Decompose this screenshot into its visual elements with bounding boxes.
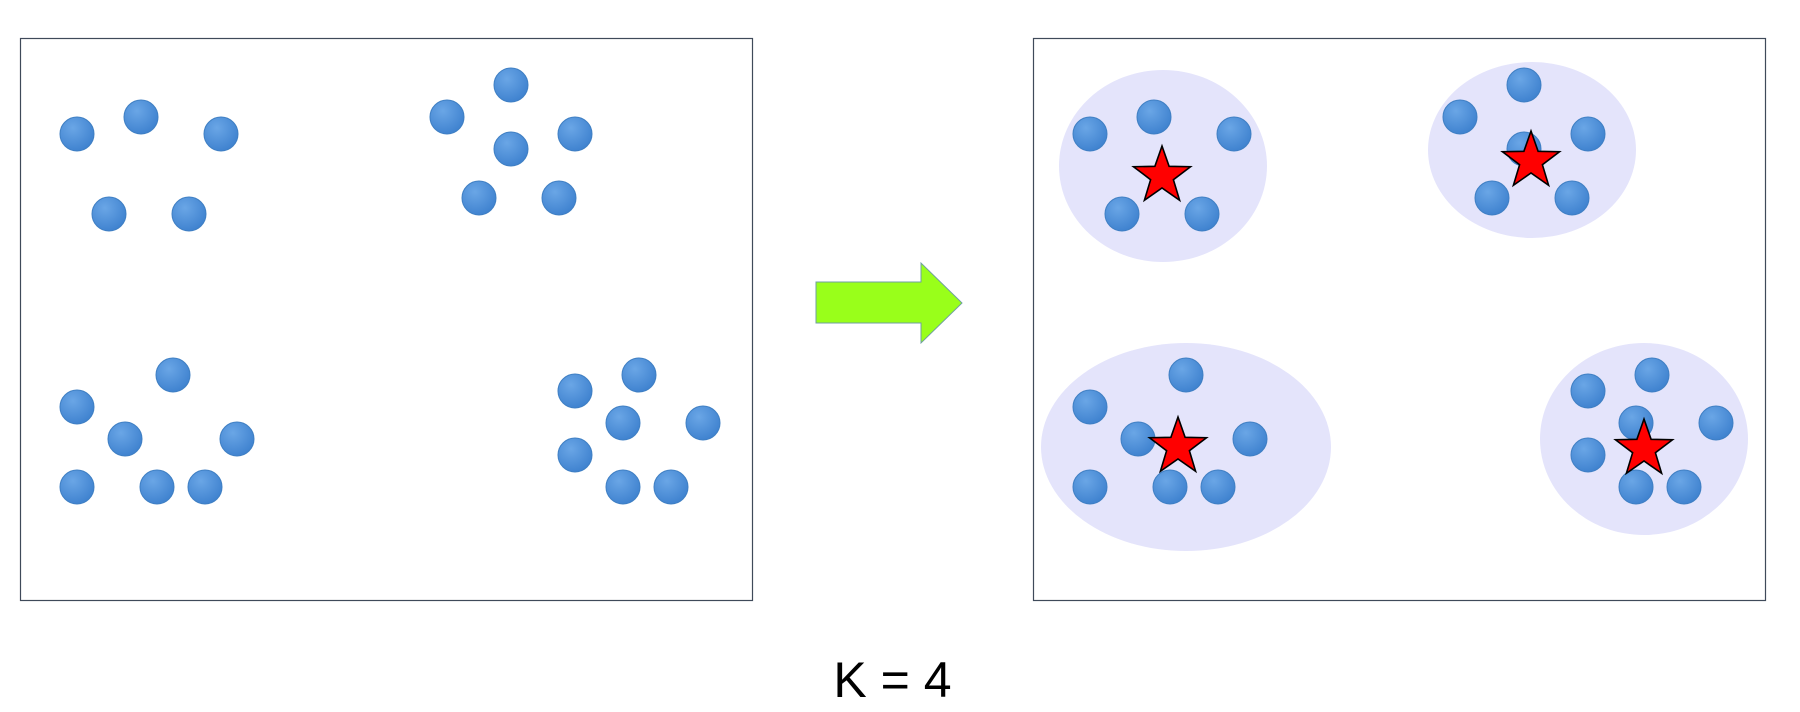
data-point — [1506, 67, 1542, 103]
data-point — [1184, 196, 1220, 232]
data-point — [219, 421, 255, 457]
data-point — [685, 405, 721, 441]
input-points — [59, 67, 721, 505]
data-point — [1570, 437, 1606, 473]
data-point — [1442, 99, 1478, 135]
data-point — [139, 469, 175, 505]
data-point — [461, 180, 497, 216]
data-point — [653, 469, 689, 505]
data-point — [1570, 116, 1606, 152]
data-point — [493, 131, 529, 167]
data-point — [107, 421, 143, 457]
clustered-points — [1072, 67, 1734, 505]
data-point — [155, 357, 191, 393]
data-point — [1152, 469, 1188, 505]
data-point — [557, 116, 593, 152]
data-point — [1634, 357, 1670, 393]
data-point — [1072, 469, 1108, 505]
data-point — [171, 196, 207, 232]
star-icon — [1147, 414, 1209, 474]
data-point — [1570, 373, 1606, 409]
right-arrow-icon — [815, 261, 963, 345]
data-point — [1698, 405, 1734, 441]
data-point — [1474, 180, 1510, 216]
data-point — [557, 373, 593, 409]
data-point — [621, 357, 657, 393]
star-icon — [1500, 128, 1562, 188]
data-point — [1200, 469, 1236, 505]
data-point — [123, 99, 159, 135]
data-point — [1104, 196, 1140, 232]
star-icon — [1613, 416, 1675, 476]
data-point — [187, 469, 223, 505]
data-point — [1216, 116, 1252, 152]
data-point — [541, 180, 577, 216]
data-point — [59, 389, 95, 425]
data-point — [1136, 99, 1172, 135]
data-point — [557, 437, 593, 473]
data-point — [1666, 469, 1702, 505]
k-value-caption: K = 4 — [833, 652, 952, 708]
data-point — [203, 116, 239, 152]
star-icon — [1131, 143, 1193, 203]
data-point — [1072, 116, 1108, 152]
data-point — [1618, 469, 1654, 505]
data-point — [1232, 421, 1268, 457]
data-point — [91, 196, 127, 232]
data-point — [1072, 389, 1108, 425]
data-point — [605, 405, 641, 441]
data-point — [605, 469, 641, 505]
centroids — [1131, 128, 1675, 476]
data-point — [59, 116, 95, 152]
data-point — [493, 67, 529, 103]
data-point — [429, 99, 465, 135]
data-point — [1168, 357, 1204, 393]
data-point — [1554, 180, 1590, 216]
data-point — [59, 469, 95, 505]
